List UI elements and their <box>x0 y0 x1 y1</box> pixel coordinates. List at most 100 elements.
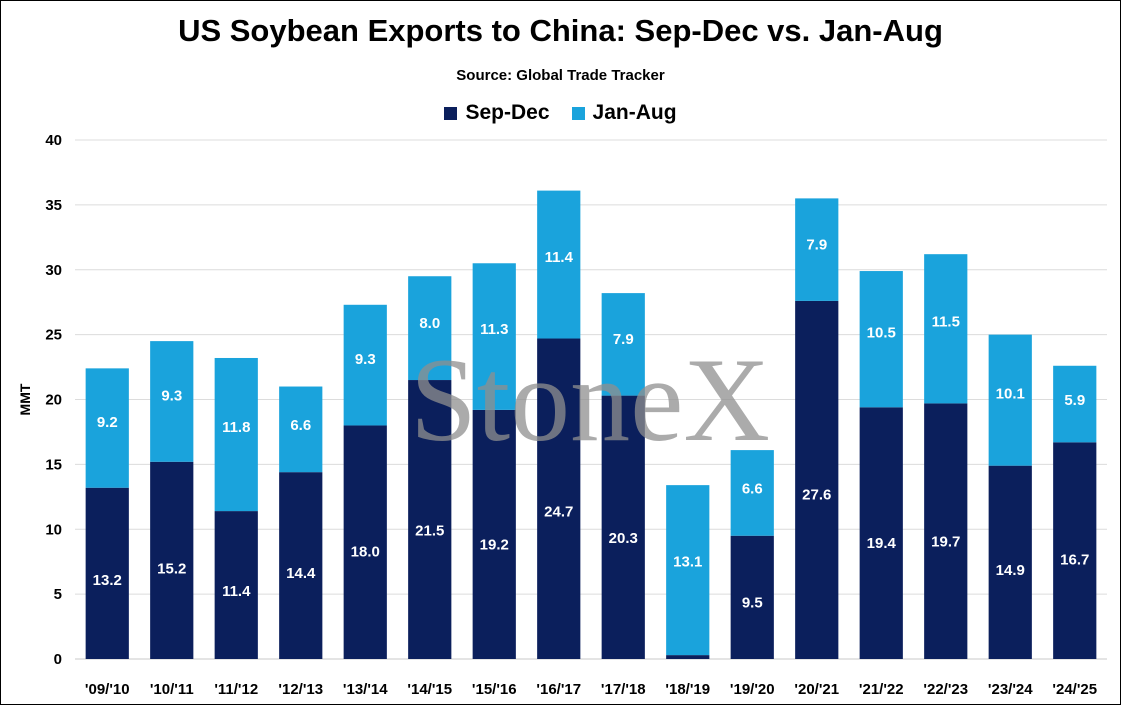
bar-sep-dec <box>730 535 774 659</box>
data-label-sep-dec: 13.2 <box>93 572 122 589</box>
legend-swatch-sep-dec <box>444 106 458 120</box>
bar-jan-aug <box>601 293 645 396</box>
bar-sep-dec <box>214 511 258 659</box>
y-tick-label: 25 <box>45 327 62 344</box>
bar-jan-aug <box>859 271 903 408</box>
data-label-sep-dec: 27.6 <box>802 486 831 503</box>
data-label-sep-dec: 14.4 <box>286 565 316 582</box>
x-tick-label: '15/'16 <box>472 681 517 698</box>
x-tick-label: '13/'14 <box>343 681 388 698</box>
y-tick-label: 10 <box>45 521 62 538</box>
bar-sep-dec <box>150 461 194 659</box>
data-label-jan-aug: 11.4 <box>545 249 574 266</box>
data-label-jan-aug: 6.6 <box>742 481 763 498</box>
data-label-jan-aug: 9.2 <box>97 414 118 431</box>
data-label-jan-aug: 9.3 <box>355 351 376 368</box>
bar-sep-dec <box>1053 442 1097 659</box>
legend-item-jan-aug: Jan-Aug <box>571 101 677 125</box>
data-label-jan-aug: 7.9 <box>806 237 827 254</box>
data-label-jan-aug: 5.9 <box>1064 392 1085 409</box>
data-label-sep-dec: 16.7 <box>1060 551 1089 568</box>
data-label-jan-aug: 11.8 <box>222 419 250 436</box>
bar-jan-aug <box>988 334 1032 466</box>
chart-subtitle: Source: Global Trade Tracker <box>456 67 665 84</box>
data-label-sep-dec: 11.4 <box>222 583 251 600</box>
bar-jan-aug <box>537 190 581 339</box>
x-tick-label: '16/'17 <box>536 681 581 698</box>
x-tick-label: '09/'10 <box>85 681 130 698</box>
data-label-jan-aug: 13.1 <box>673 554 702 571</box>
x-tick-label: '24/'25 <box>1052 681 1097 698</box>
bar-sep-dec <box>537 338 581 659</box>
x-tick-label: '22/'23 <box>923 681 968 698</box>
y-tick-label: 5 <box>54 586 62 603</box>
data-label-sep-dec: 21.5 <box>415 523 444 540</box>
x-tick-label: '23/'24 <box>988 681 1033 698</box>
legend-label-jan-aug: Jan-Aug <box>592 101 677 124</box>
bar-jan-aug <box>472 263 516 410</box>
bar-sep-dec <box>988 465 1032 659</box>
bar-jan-aug <box>343 304 387 426</box>
bar-sep-dec <box>343 425 387 659</box>
x-tick-label: '20/'21 <box>794 681 839 698</box>
chart-legend: Sep-Dec Jan-Aug <box>1 101 1120 125</box>
y-tick-label: 40 <box>45 132 62 149</box>
watermark-logo: StoneX <box>410 333 770 466</box>
bar-jan-aug <box>150 341 194 462</box>
bar-jan-aug <box>924 254 968 404</box>
bar-sep-dec <box>279 472 323 659</box>
legend-item-sep-dec: Sep-Dec <box>444 101 550 125</box>
bar-sep-dec <box>472 409 516 659</box>
x-tick-label: '21/'22 <box>859 681 904 698</box>
bar-jan-aug <box>214 357 258 512</box>
y-tick-label: 0 <box>54 651 62 668</box>
data-label-sep-dec: 20.3 <box>609 530 638 547</box>
data-label-jan-aug: 10.1 <box>996 386 1025 403</box>
data-label-sep-dec: 19.7 <box>931 533 960 550</box>
x-tick-label: '18/'19 <box>665 681 710 698</box>
data-label-jan-aug: 10.5 <box>867 324 896 341</box>
data-label-jan-aug: 9.3 <box>161 387 182 404</box>
data-label-sep-dec: 9.5 <box>742 594 763 611</box>
data-label-sep-dec: 15.2 <box>157 560 186 577</box>
bar-sep-dec <box>601 395 645 659</box>
data-label-sep-dec: 19.4 <box>867 535 897 552</box>
data-label-jan-aug: 11.3 <box>480 321 508 338</box>
data-label-sep-dec: 14.9 <box>996 562 1025 579</box>
x-tick-label: '14/'15 <box>407 681 452 698</box>
bar-sep-dec <box>795 300 839 659</box>
bar-jan-aug <box>795 198 839 301</box>
bar-jan-aug <box>279 386 323 473</box>
data-label-sep-dec: 24.7 <box>544 504 573 521</box>
y-tick-label: 30 <box>45 262 62 279</box>
legend-label-sep-dec: Sep-Dec <box>465 101 550 124</box>
data-label-sep-dec: 19.2 <box>480 536 509 553</box>
bar-jan-aug <box>85 368 129 488</box>
data-label-jan-aug: 7.9 <box>613 331 634 348</box>
data-label-jan-aug: 8.0 <box>419 315 440 332</box>
data-label-sep-dec: 18.0 <box>351 544 380 561</box>
chart-title: US Soybean Exports to China: Sep-Dec vs.… <box>178 13 943 48</box>
bar-jan-aug <box>730 450 774 536</box>
x-tick-label: '10/'11 <box>150 681 194 698</box>
legend-swatch-jan-aug <box>571 106 585 120</box>
bar-sep-dec <box>85 487 129 659</box>
bar-sep-dec <box>859 407 903 659</box>
bar-jan-aug <box>408 276 452 381</box>
y-tick-label: 35 <box>45 197 62 214</box>
y-tick-label: 15 <box>45 456 62 473</box>
y-tick-label: 20 <box>45 392 62 409</box>
data-label-jan-aug: 11.5 <box>932 313 960 330</box>
y-axis-label: MMT <box>17 383 33 415</box>
bar-jan-aug <box>666 485 710 656</box>
x-tick-label: '12/'13 <box>278 681 323 698</box>
bar-sep-dec <box>408 380 452 659</box>
x-tick-label: '11/'12 <box>214 681 258 698</box>
bar-sep-dec <box>924 403 968 659</box>
x-tick-label: '17/'18 <box>601 681 646 698</box>
data-label-jan-aug: 6.6 <box>290 417 311 434</box>
bar-sep-dec <box>666 655 710 659</box>
x-tick-label: '19/'20 <box>730 681 775 698</box>
bar-jan-aug <box>1053 365 1097 443</box>
